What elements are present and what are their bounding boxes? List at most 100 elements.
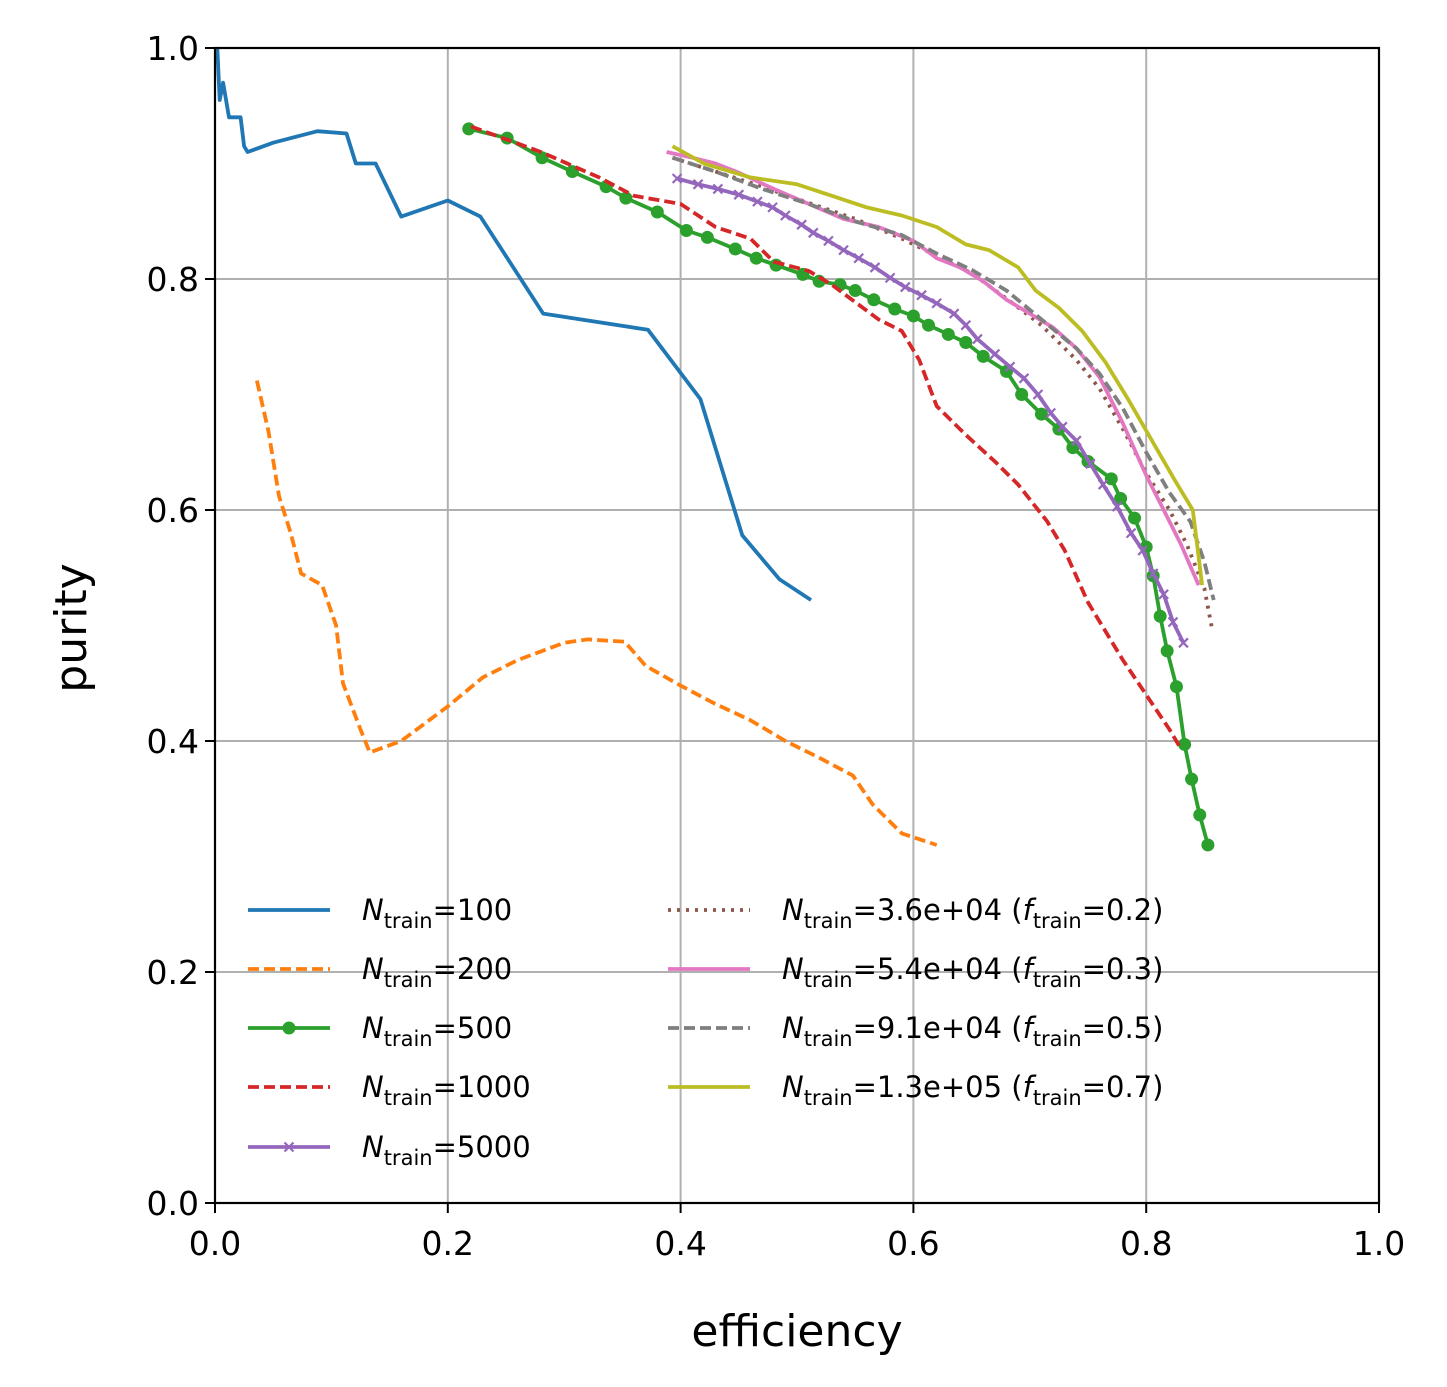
legend-item: Ntrain=1000 xyxy=(248,1070,531,1110)
data-point xyxy=(888,302,902,316)
data-point xyxy=(869,262,881,273)
data-point xyxy=(1104,472,1118,486)
data-point xyxy=(1057,421,1068,433)
data-point xyxy=(1032,389,1044,400)
data-point xyxy=(1167,616,1179,628)
legend-item: Ntrain=200 xyxy=(248,952,512,992)
x-tick-label: 0.6 xyxy=(887,1224,939,1263)
data-point xyxy=(1153,609,1167,623)
legend-marker xyxy=(283,1141,295,1153)
data-point xyxy=(700,230,714,244)
data-point xyxy=(1193,808,1207,822)
legend-item: Ntrain=5.4e+04 (ftrain=0.3) xyxy=(668,952,1163,992)
legend-label: Ntrain=9.1e+04 (ftrain=0.5) xyxy=(782,1011,1163,1051)
data-point xyxy=(1045,407,1057,419)
series-line xyxy=(671,144,1204,586)
series-5 xyxy=(671,173,1189,649)
legend-label: Ntrain=500 xyxy=(362,1011,512,1051)
data-point xyxy=(1185,772,1199,786)
data-point xyxy=(728,242,742,256)
data-point xyxy=(1018,373,1030,384)
data-point xyxy=(1066,441,1080,455)
y-tick-label: 1.0 xyxy=(147,29,199,68)
x-tick-label: 0.2 xyxy=(422,1224,474,1263)
data-point xyxy=(796,219,807,230)
legend-item: Ntrain=100 xyxy=(248,893,512,933)
plot-frame xyxy=(213,46,1381,1205)
y-tick-label: 0.6 xyxy=(147,491,199,530)
data-point xyxy=(1015,388,1029,401)
data-point xyxy=(1158,589,1169,600)
legend-label: Ntrain=5000 xyxy=(362,1130,531,1170)
data-point xyxy=(959,336,973,350)
data-point xyxy=(1178,737,1192,751)
data-point xyxy=(1137,545,1148,556)
series-9 xyxy=(671,144,1204,586)
series-layer xyxy=(215,47,1216,852)
data-point xyxy=(922,318,936,332)
data-point xyxy=(733,189,745,200)
data-point xyxy=(535,151,549,165)
data-point xyxy=(749,251,763,265)
x-axis-label: efficiency xyxy=(691,1306,902,1357)
y-tick-label: 0.8 xyxy=(147,260,199,299)
data-point xyxy=(712,183,724,195)
series-1 xyxy=(215,47,813,602)
data-point xyxy=(931,297,942,309)
data-point xyxy=(692,179,704,190)
y-tick-label: 0.2 xyxy=(147,953,199,992)
series-2 xyxy=(255,380,938,847)
data-point xyxy=(906,309,920,323)
legend-item: Ntrain=1.3e+05 (ftrain=0.7) xyxy=(668,1070,1163,1110)
x-tick-label: 0.0 xyxy=(189,1224,241,1263)
data-point xyxy=(848,284,862,298)
axis-ticks: 0.0 0.2 0.4 0.6 0.8 1.0 0.0 0.2 0.4 0.6 0.8 1.0 xyxy=(147,29,1406,1263)
series-7 xyxy=(666,150,1201,586)
data-point xyxy=(1201,838,1215,852)
data-point xyxy=(853,252,864,264)
data-point xyxy=(941,327,955,341)
legend-label: Ntrain=5.4e+04 (ftrain=0.3) xyxy=(782,952,1163,992)
legend-item: Ntrain=5000 xyxy=(248,1130,531,1170)
data-point xyxy=(960,319,972,331)
legend: Ntrain=100 Ntrain=200 Ntrain=500 Ntrain=100… xyxy=(248,893,1163,1170)
data-point xyxy=(1114,491,1128,505)
legend-item: Ntrain=9.1e+04 (ftrain=0.5) xyxy=(668,1011,1163,1051)
x-tick-label: 0.4 xyxy=(654,1224,706,1263)
legend-label: Ntrain=1000 xyxy=(362,1070,531,1110)
legend-label: Ntrain=1.3e+05 (ftrain=0.7) xyxy=(782,1070,1163,1110)
data-point xyxy=(916,289,927,301)
data-point xyxy=(650,205,664,219)
legend-label: Ntrain=3.6e+04 (ftrain=0.2) xyxy=(782,893,1163,933)
data-point xyxy=(989,348,1001,360)
data-point xyxy=(884,272,896,284)
y-axis-label: purity xyxy=(46,563,97,692)
data-point xyxy=(899,281,911,293)
series-line xyxy=(215,47,813,602)
data-point xyxy=(1160,644,1174,658)
data-point xyxy=(808,227,819,239)
legend-item: Ntrain=500 xyxy=(248,1011,512,1051)
x-tick-label: 1.0 xyxy=(1353,1224,1405,1263)
series-line xyxy=(468,126,1210,846)
series-line xyxy=(255,380,938,847)
data-point xyxy=(1147,568,1159,579)
legend-item: Ntrain=3.6e+04 (ftrain=0.2) xyxy=(668,893,1163,933)
legend-label: Ntrain=100 xyxy=(362,893,512,933)
legend-marker xyxy=(282,1021,296,1035)
data-point xyxy=(823,235,834,247)
data-point xyxy=(671,173,683,184)
data-point xyxy=(976,349,990,363)
x-tick-label: 0.8 xyxy=(1120,1224,1172,1263)
data-point xyxy=(867,293,881,307)
data-point xyxy=(767,202,778,213)
data-point xyxy=(972,333,983,345)
data-point xyxy=(1169,680,1183,694)
data-point xyxy=(948,308,960,319)
series-8 xyxy=(671,155,1216,601)
series-line xyxy=(671,155,1216,601)
data-point xyxy=(752,196,763,207)
data-point xyxy=(1004,361,1016,373)
series-line xyxy=(666,150,1201,586)
